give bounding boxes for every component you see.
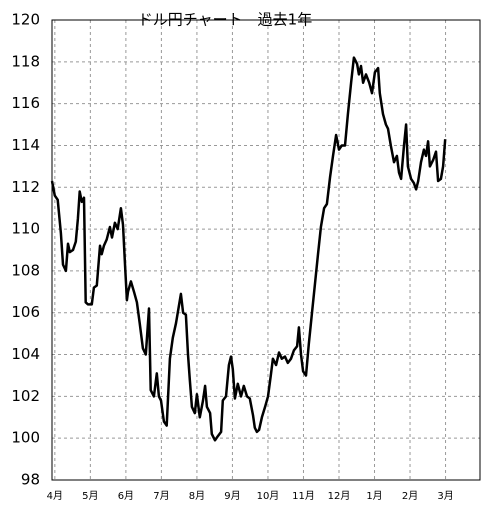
x-tick-label: 1月 — [366, 490, 382, 502]
y-tick-label: 114 — [11, 136, 40, 154]
y-tick-label: 108 — [11, 261, 40, 279]
y-tick-label: 102 — [11, 387, 40, 405]
x-tick-label: 7月 — [153, 490, 169, 502]
x-tick-label: 8月 — [189, 490, 205, 502]
y-tick-label: 104 — [11, 345, 40, 363]
plot-border — [51, 19, 481, 481]
x-tick-label: 12月 — [328, 490, 351, 502]
x-tick-label: 10月 — [257, 490, 280, 502]
y-tick-label: 110 — [11, 220, 40, 238]
y-tick-label: 118 — [11, 52, 40, 70]
y-tick-label: 120 — [11, 11, 40, 29]
x-tick-label: 5月 — [82, 490, 98, 502]
x-tick-label: 11月 — [292, 490, 315, 502]
price-line — [50, 56, 447, 442]
y-tick-label: 112 — [11, 178, 40, 196]
y-tick-label: 100 — [11, 429, 40, 447]
x-tick-label: 2月 — [402, 490, 418, 502]
x-tick-label: 4月 — [47, 490, 63, 502]
x-tick-label: 3月 — [437, 490, 453, 502]
x-tick-label: 6月 — [118, 490, 134, 502]
x-tick-label: 9月 — [224, 490, 240, 502]
y-tick-label: 98 — [21, 471, 40, 489]
y-tick-label: 116 — [11, 94, 40, 112]
y-tick-label: 106 — [11, 303, 40, 321]
